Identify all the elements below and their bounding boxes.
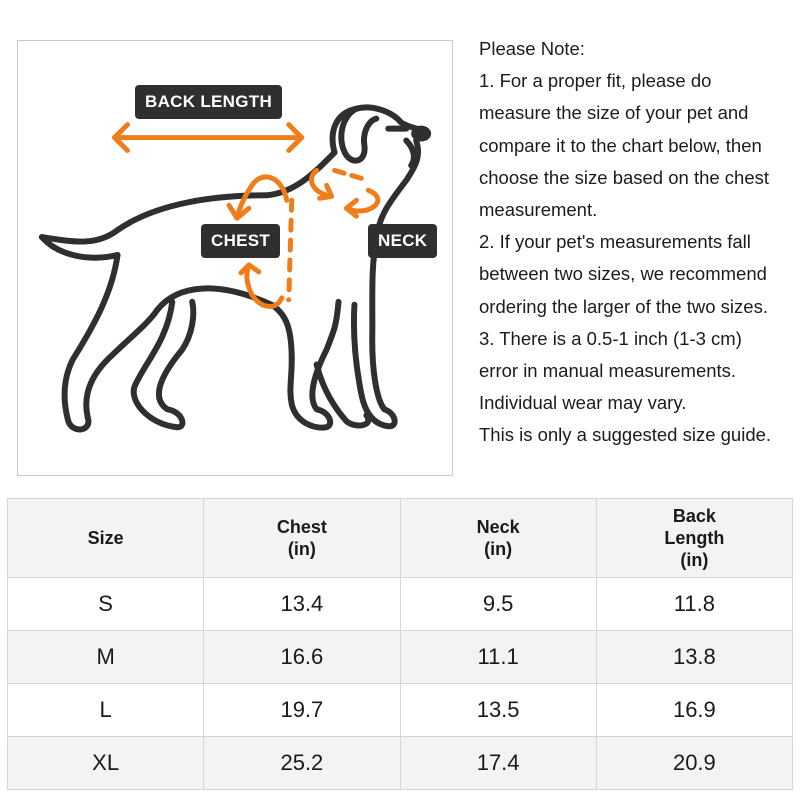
table-header-row: Size Chest (in) Neck (in) Back Length (i… bbox=[6, 498, 794, 578]
cell-neck: 11.1 bbox=[399, 630, 597, 684]
table-row: M 16.6 11.1 13.8 bbox=[6, 630, 794, 684]
note-line: Individual wear may vary. bbox=[479, 392, 687, 414]
back-length-label: BACK LENGTH bbox=[135, 85, 283, 119]
note-line: 1. For a proper fit, please do bbox=[479, 70, 712, 92]
size-chart-table: Size Chest (in) Neck (in) Back Length (i… bbox=[6, 498, 794, 790]
cell-back-length: 11.8 bbox=[595, 577, 794, 631]
table-row: XL 25.2 17.4 20.9 bbox=[6, 736, 794, 790]
note-line: choose the size based on the chest bbox=[479, 166, 770, 188]
dog-outline-illustration bbox=[38, 104, 432, 433]
dog-measurement-diagram: BACK LENGTH CHEST NECK bbox=[17, 40, 453, 476]
cell-back-length: 13.8 bbox=[595, 630, 794, 684]
note-line: compare it to the chart below, then bbox=[479, 134, 762, 156]
cell-size: XL bbox=[6, 736, 205, 790]
header-chest: Chest (in) bbox=[203, 498, 401, 578]
cell-size: S bbox=[6, 577, 205, 631]
cell-neck: 17.4 bbox=[399, 736, 597, 790]
notes-heading: Please Note: bbox=[479, 38, 585, 59]
note-line: measurement. bbox=[479, 199, 598, 221]
chest-label: CHEST bbox=[201, 224, 281, 258]
note-line: error in manual measurements. bbox=[479, 360, 737, 382]
cell-neck: 9.5 bbox=[399, 577, 597, 631]
header-back-length: Back Length (in) bbox=[595, 498, 794, 578]
table-row: S 13.4 9.5 11.8 bbox=[6, 577, 794, 631]
note-line: between two sizes, we recommend bbox=[479, 263, 767, 285]
note-line: 3. There is a 0.5-1 inch (1-3 cm) bbox=[479, 327, 742, 349]
header-size: Size bbox=[6, 498, 205, 578]
cell-neck: 13.5 bbox=[399, 683, 597, 737]
table-row: L 19.7 13.5 16.9 bbox=[6, 683, 794, 737]
header-neck: Neck (in) bbox=[399, 498, 597, 578]
cell-size: L bbox=[6, 683, 205, 737]
size-guide-notes: Please Note: 1. For a proper fit, please… bbox=[479, 33, 799, 452]
cell-chest: 19.7 bbox=[203, 683, 401, 737]
cell-chest: 13.4 bbox=[203, 577, 401, 631]
neck-label: NECK bbox=[368, 224, 438, 258]
cell-size: M bbox=[6, 630, 205, 684]
cell-chest: 25.2 bbox=[203, 736, 401, 790]
cell-back-length: 20.9 bbox=[595, 736, 794, 790]
cell-chest: 16.6 bbox=[203, 630, 401, 684]
note-line: 2. If your pet's measurements fall bbox=[479, 231, 751, 253]
note-line: measure the size of your pet and bbox=[479, 102, 749, 124]
note-line: This is only a suggested size guide. bbox=[479, 424, 772, 446]
cell-back-length: 16.9 bbox=[595, 683, 794, 737]
dog-nose-icon bbox=[411, 125, 432, 142]
note-line: ordering the larger of the two sizes. bbox=[479, 295, 768, 317]
measurement-arrows bbox=[112, 122, 381, 309]
